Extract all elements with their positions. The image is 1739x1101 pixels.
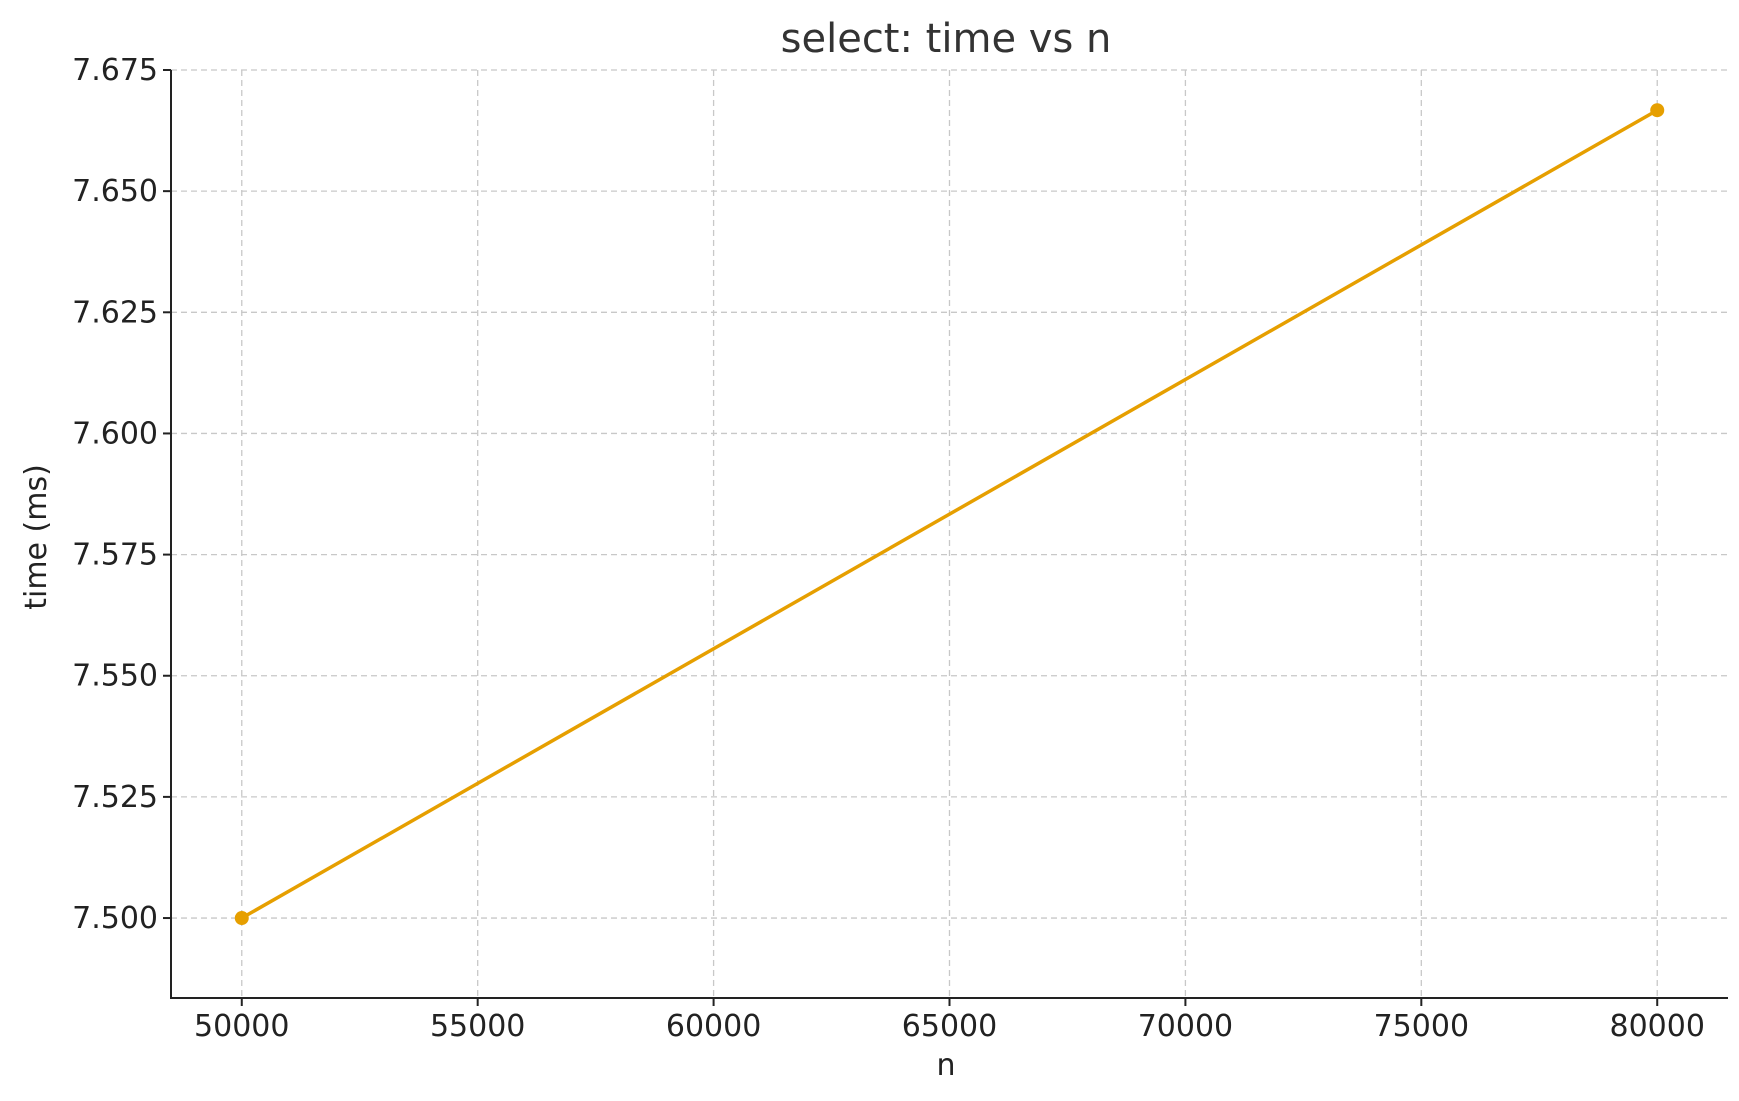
y-tick-label: 7.650	[72, 174, 158, 209]
series	[234, 103, 1665, 926]
x-tick-label: 55000	[430, 1009, 525, 1044]
x-tick-label: 75000	[1374, 1009, 1469, 1044]
y-tick-label: 7.575	[72, 538, 158, 573]
x-tick-label: 70000	[1138, 1009, 1233, 1044]
y-tick-label: 7.550	[72, 659, 158, 694]
y-tick-label: 7.675	[72, 53, 158, 88]
data-point	[1650, 103, 1665, 118]
x-tick-label: 60000	[666, 1009, 761, 1044]
chart-title: select: time vs n	[781, 16, 1112, 62]
y-tick-label: 7.600	[72, 416, 158, 451]
grid	[171, 69, 1728, 998]
y-tick-label: 7.500	[72, 901, 158, 936]
y-tick-label: 7.625	[72, 295, 158, 330]
ticks: 50000 55000 60000 65000 70000 75000 80000 7.500…	[72, 53, 1705, 1044]
x-axis-label: n	[936, 1048, 955, 1083]
y-tick-label: 7.525	[72, 780, 158, 815]
x-tick-label: 80000	[1610, 1009, 1705, 1044]
x-tick-label: 50000	[194, 1009, 289, 1044]
series-line	[240, 108, 1659, 920]
y-axis-label: time (ms)	[19, 464, 54, 610]
x-tick-label: 65000	[902, 1009, 997, 1044]
data-point	[234, 911, 249, 926]
